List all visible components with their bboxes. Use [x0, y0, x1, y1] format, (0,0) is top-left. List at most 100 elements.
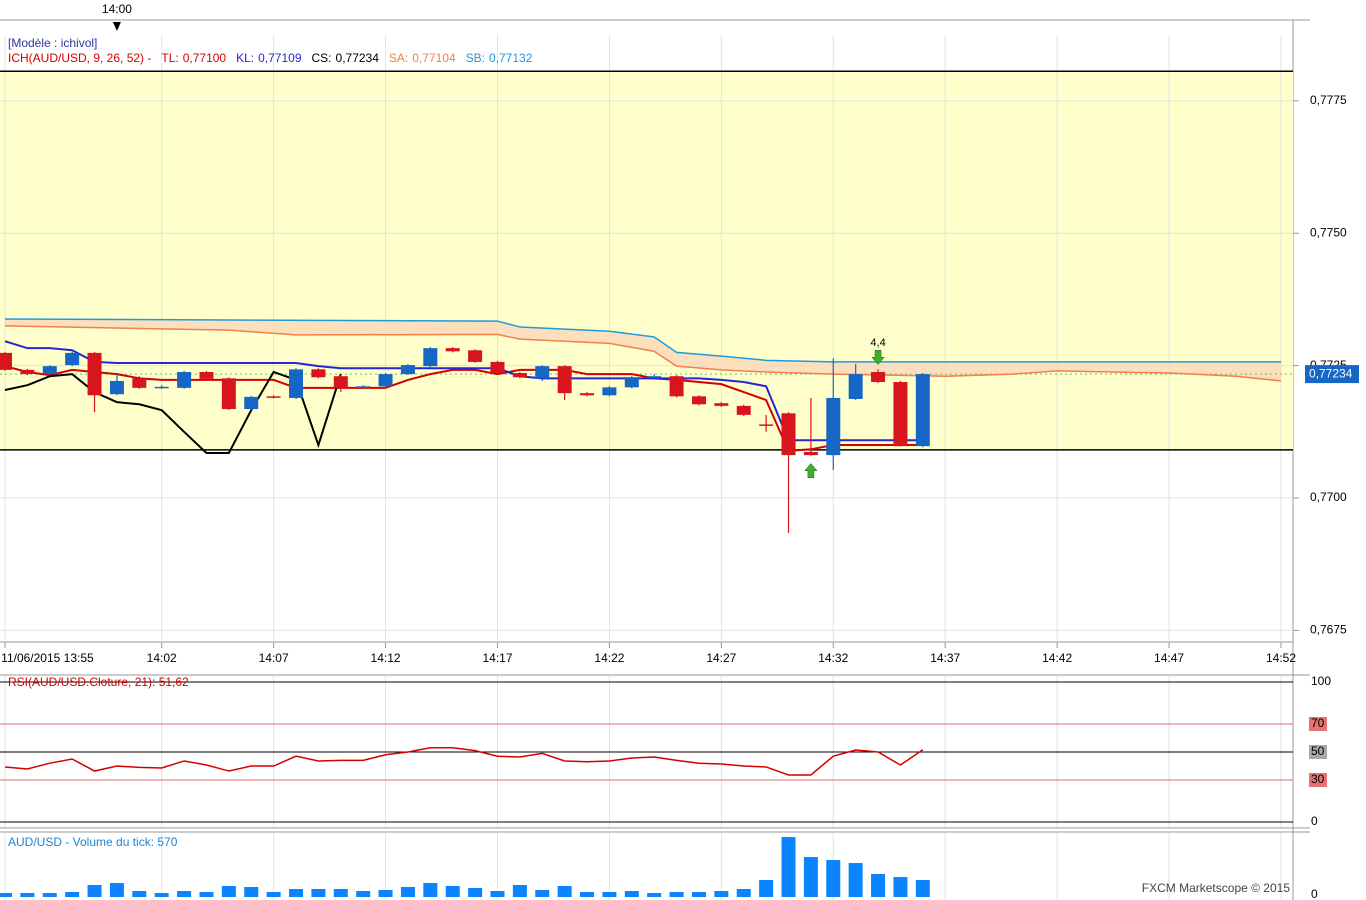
volume-bar [826, 860, 841, 897]
legend-text: 0,77109 [258, 51, 302, 65]
volume-bar [490, 891, 505, 897]
candle-body [826, 397, 841, 456]
volume-bar [311, 889, 326, 897]
tick-box [1309, 717, 1327, 731]
volume-bar [356, 891, 371, 897]
volume-bar [177, 891, 192, 897]
candle-body [468, 350, 483, 362]
x-tick-label: 14:12 [371, 651, 401, 665]
volume-bar [871, 874, 886, 897]
chart-title: [Modèle : ichivol] [8, 36, 97, 50]
tick-box [1309, 773, 1327, 787]
volume-bar [289, 889, 304, 897]
volume-bar [109, 883, 124, 897]
volume-bar [20, 893, 35, 897]
y-tick-label: 0 [1311, 814, 1318, 828]
time-marker [112, 22, 121, 31]
legend-text: KL: [236, 51, 254, 65]
y-tick-label: 0 [1311, 887, 1318, 900]
volume-bar [468, 887, 483, 897]
credit: FXCM Marketscope © 2015 [1142, 881, 1291, 895]
y-tick-label: 30 [1311, 772, 1325, 786]
volume-bar [199, 891, 214, 897]
volume-plot [0, 833, 1282, 900]
volume-bar [691, 891, 706, 897]
volume-bar [378, 889, 393, 897]
legend-text: 0,77132 [489, 51, 533, 65]
current-price-label: 0,77234 [1309, 366, 1353, 380]
candle-body [221, 378, 236, 410]
volume-bar [445, 885, 460, 897]
y-tick-label: 0,7750 [1310, 225, 1347, 239]
candle-body [445, 348, 460, 352]
candle-body [289, 369, 304, 398]
candle-body [65, 352, 80, 366]
candle-body [311, 369, 326, 378]
volume-bar [423, 883, 438, 897]
volume-bar [0, 893, 12, 897]
volume-bar [803, 857, 818, 897]
legend: ICH(AUD/USD, 9, 26, 52) - TL: 0,77100 KL: 0,… [8, 51, 533, 65]
overlay: 4,4 [804, 337, 886, 478]
candle-body [669, 376, 684, 397]
volume-bar [915, 880, 930, 897]
volume-bar [535, 889, 550, 897]
candle-body [602, 387, 617, 396]
volume-bar [781, 837, 796, 897]
x-tick-label: 14:52 [1266, 651, 1296, 665]
indicator-line [4, 325, 1282, 382]
volume-title: AUD/USD - Volume du tick: 570 [8, 835, 178, 849]
indicator-line [4, 365, 923, 452]
x-tick-label: 14:42 [1042, 651, 1072, 665]
y-tick-label: 0,7775 [1310, 93, 1347, 107]
candle-body [87, 352, 102, 396]
volume-bar [333, 889, 348, 897]
volume-bar [736, 889, 751, 897]
candle-body [736, 405, 751, 415]
candle-body [154, 386, 169, 389]
zone [0, 71, 1293, 450]
x-tick-label: 14:47 [1154, 651, 1184, 665]
indicator-line [4, 318, 1281, 363]
candle-body [803, 451, 818, 456]
volume-bar [400, 887, 415, 897]
candle-body [691, 396, 706, 405]
volume-bar [266, 891, 281, 897]
candle-body [781, 413, 796, 456]
volume-bar [580, 891, 595, 897]
candle-body [557, 366, 572, 394]
candle-body [333, 376, 348, 388]
y-tick-label: 50 [1311, 744, 1325, 758]
x-tick-label: 14:02 [147, 651, 177, 665]
volume-bar [714, 891, 729, 897]
volume-bar [759, 880, 774, 897]
y-tick-label: 100 [1311, 674, 1331, 688]
volume-bar [132, 891, 147, 897]
candle-body [647, 376, 662, 378]
volume-bar [154, 893, 169, 897]
candle-body [378, 374, 393, 387]
volume-bar [602, 891, 617, 897]
legend-text: TL: [161, 51, 178, 65]
y-tick-label: 0,7700 [1310, 490, 1347, 504]
legend-text: SA: [389, 51, 408, 65]
candle-body [512, 373, 527, 378]
candle-body [714, 403, 729, 406]
signal-label: 4,4 [870, 337, 885, 349]
candle-body [109, 380, 124, 395]
candle-body [535, 366, 550, 379]
candle-body [400, 365, 415, 375]
x-tick-label: 14:07 [259, 651, 289, 665]
x-tick-label: 14:27 [706, 651, 736, 665]
current-price-box [1305, 365, 1359, 384]
candle-body [423, 348, 438, 367]
candle-body [199, 371, 214, 379]
volume-bar [42, 893, 57, 897]
volume-bar [87, 885, 102, 897]
tick-box [1309, 745, 1327, 759]
main-plot [0, 35, 1293, 642]
rsi-line [4, 747, 924, 776]
x-tick-label: 14:22 [594, 651, 624, 665]
candle-body [0, 352, 12, 370]
x-tick-label: 14:32 [818, 651, 848, 665]
